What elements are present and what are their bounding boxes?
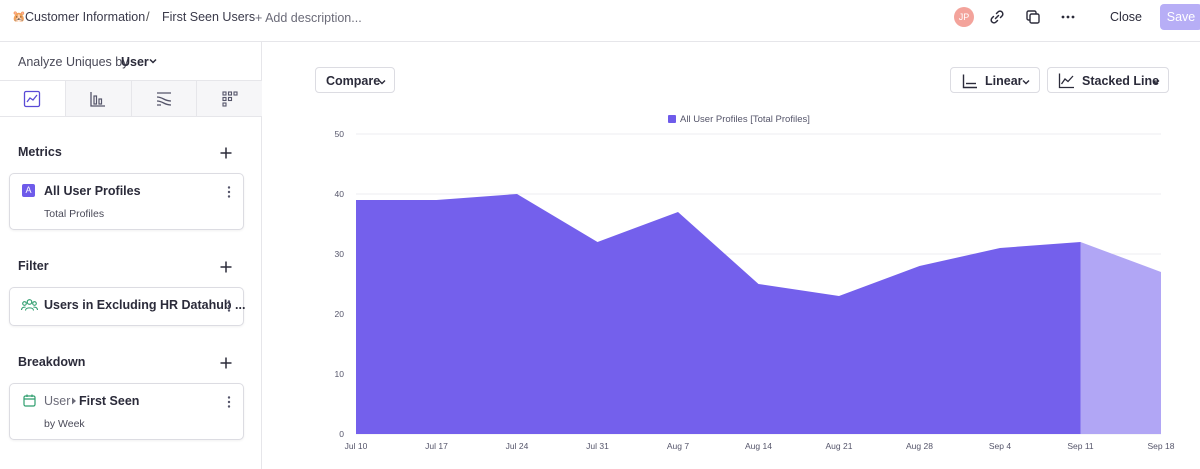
data-point[interactable]: [917, 263, 923, 269]
tab-retention[interactable]: [197, 81, 262, 116]
data-point[interactable]: [756, 281, 762, 287]
data-point[interactable]: [1078, 239, 1084, 245]
metric-letter-badge: A: [22, 184, 35, 197]
chart-legend[interactable]: All User Profiles [Total Profiles]: [668, 114, 810, 125]
add-filter-plus-icon[interactable]: [219, 260, 233, 274]
line-chart-icon: [24, 90, 41, 107]
filter-section-title: Filter: [18, 259, 49, 273]
area-chart[interactable]: All User Profiles [Total Profiles] 0 10 20…: [300, 100, 1180, 460]
metric-name: All User Profiles: [44, 184, 141, 198]
chevron-down-icon: [1022, 80, 1030, 85]
y-tick-label: 30: [335, 249, 345, 259]
close-button[interactable]: Close: [1110, 10, 1142, 24]
report-title[interactable]: First Seen Users: [162, 10, 256, 24]
chart-type-dropdown[interactable]: Stacked Line: [1047, 67, 1169, 93]
data-point[interactable]: [997, 245, 1003, 251]
breakdown-property: First Seen: [79, 394, 140, 408]
line-chart-icon: [1058, 73, 1074, 89]
data-point[interactable]: [514, 191, 520, 197]
y-tick-label: 40: [335, 189, 345, 199]
calendar-icon: [23, 394, 36, 407]
filter-kebab-menu-icon[interactable]: [224, 299, 234, 313]
add-description-link[interactable]: + Add description...: [255, 11, 362, 25]
query-builder-sidebar: Analyze Uniques by User: [0, 42, 262, 469]
breakdown-kebab-menu-icon[interactable]: [224, 395, 234, 409]
breakdown-card[interactable]: User First Seen by Week: [9, 383, 244, 440]
x-tick-label: Aug 14: [745, 441, 772, 451]
x-tick-label: Jul 24: [506, 441, 529, 451]
data-point[interactable]: [434, 197, 440, 203]
top-bar: 🐹 Customer Information / First Seen User…: [0, 0, 1200, 42]
x-tick-label: Aug 21: [826, 441, 853, 451]
legend-swatch: [668, 115, 676, 123]
compare-label: Compare: [326, 74, 381, 88]
x-tick-label: Aug 28: [906, 441, 933, 451]
x-tick-label: Sep 11: [1067, 441, 1094, 451]
breakdown-bucket[interactable]: by Week: [44, 418, 85, 430]
more-options-icon[interactable]: [1059, 8, 1077, 26]
x-tick-label: Jul 17: [425, 441, 448, 451]
bar-chart-icon: [90, 91, 106, 107]
avatar[interactable]: JP: [954, 7, 974, 27]
series-area-partial[interactable]: [1080, 242, 1162, 434]
chevron-down-icon: [1152, 80, 1160, 85]
chart-type-tabs: [0, 80, 262, 117]
x-tick-label: Jul 31: [586, 441, 609, 451]
filter-name: Users in Excluding HR Datahub ...: [44, 298, 246, 312]
y-tick-label: 50: [335, 129, 345, 139]
compare-dropdown[interactable]: Compare: [315, 67, 395, 93]
x-tick-label: Aug 7: [667, 441, 689, 451]
data-point[interactable]: [353, 197, 359, 203]
duplicate-icon[interactable]: [1024, 8, 1042, 26]
link-icon[interactable]: [988, 8, 1006, 26]
data-point[interactable]: [1158, 269, 1164, 275]
series-area-complete[interactable]: [356, 194, 1081, 434]
tab-insights[interactable]: [0, 81, 66, 116]
chart-type-label: Stacked Line: [1082, 74, 1160, 88]
report-emoji-icon: 🐹: [12, 11, 26, 23]
flows-icon: [156, 91, 171, 106]
breadcrumb-separator: /: [146, 9, 150, 24]
breakdown-section-title: Breakdown: [18, 355, 86, 369]
add-breakdown-plus-icon[interactable]: [219, 356, 233, 370]
y-tick-label: 20: [335, 309, 345, 319]
chevron-down-icon[interactable]: [148, 56, 158, 66]
y-tick-label: 0: [339, 429, 344, 439]
save-button[interactable]: Save: [1160, 4, 1200, 30]
metric-card[interactable]: A All User Profiles Total Profiles: [9, 173, 244, 230]
data-point[interactable]: [836, 293, 842, 299]
x-tick-label: Sep 4: [989, 441, 1011, 451]
cohort-users-icon: [21, 299, 38, 311]
retention-grid-icon: [222, 90, 238, 107]
caret-right-icon: [72, 397, 76, 405]
x-tick-label: Jul 10: [345, 441, 368, 451]
metrics-section-title: Metrics: [18, 145, 62, 159]
scale-label: Linear: [985, 74, 1023, 88]
breakdown-entity: User: [44, 394, 71, 408]
chevron-down-icon: [378, 80, 386, 85]
tab-funnels[interactable]: [65, 81, 132, 116]
breadcrumb-board[interactable]: Customer Information: [25, 10, 146, 24]
linear-axis-icon: [962, 74, 977, 89]
data-point[interactable]: [675, 209, 681, 215]
data-point[interactable]: [595, 239, 601, 245]
x-tick-label: Sep 18: [1148, 441, 1175, 451]
analyze-uniques-dropdown[interactable]: User: [121, 55, 149, 69]
metric-measurement[interactable]: Total Profiles: [44, 208, 105, 220]
metric-kebab-menu-icon[interactable]: [224, 185, 234, 199]
add-metric-plus-icon[interactable]: [219, 146, 233, 160]
y-tick-label: 10: [335, 369, 345, 379]
legend-label: All User Profiles [Total Profiles]: [680, 114, 810, 125]
scale-dropdown[interactable]: Linear: [950, 67, 1040, 93]
filter-card[interactable]: Users in Excluding HR Datahub ...: [9, 287, 246, 326]
analyze-uniques-label: Analyze Uniques by: [18, 55, 129, 69]
tab-flows[interactable]: [131, 81, 198, 116]
